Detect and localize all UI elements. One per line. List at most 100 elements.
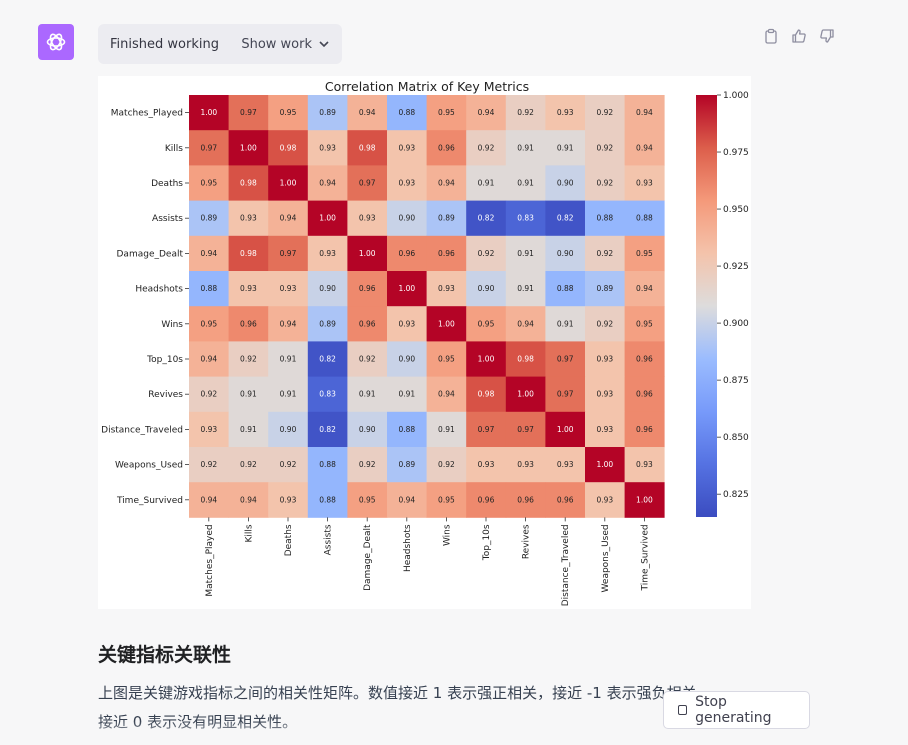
cell-value-label: 0.89 [438,214,455,223]
cell-value-label: 0.88 [398,425,415,434]
cell-value-label: 0.93 [319,249,336,258]
cell-value-label: 0.91 [280,355,297,364]
colorbar-tick-label: 0.875 [723,376,749,386]
tool-status-bar: Finished working Show work [98,24,342,64]
cell-value-label: 0.92 [478,143,495,152]
cell-value-label: 0.94 [359,108,376,117]
cell-value-label: 0.92 [596,143,613,152]
cell-value-label: 0.98 [359,143,376,152]
heatmap-cell [387,411,427,448]
cell-value-label: 0.91 [517,284,534,293]
cell-value-label: 0.93 [359,214,376,223]
like-button[interactable] [790,27,808,45]
heatmap-cell [585,271,625,307]
heatmap-cell [228,376,269,413]
y-tick-label: Matches_Played [111,109,183,119]
cell-value-label: 0.95 [359,495,376,504]
cell-value-label: 0.83 [319,390,336,399]
cell-value-label: 0.88 [636,214,653,223]
cell-value-label: 0.92 [596,249,613,258]
heatmap-cell [505,411,546,448]
heatmap-cell [466,341,507,377]
heatmap-cell [347,130,388,166]
heatmap-cell [228,411,269,448]
heatmap-cell [624,130,665,166]
colorbar-tick-label: 0.975 [723,148,749,158]
x-tick-label: Revives [522,524,532,559]
heatmap-cell [426,447,467,483]
cell-value-label: 0.94 [636,284,653,293]
heatmap-cell [466,411,507,448]
heatmap-cell [624,95,665,131]
heatmap-cell [347,341,388,377]
paragraph-line-1: 上图是关键游戏指标之间的相关性矩阵。数值接近 1 表示强正相关，接近 -1 表示… [98,684,712,702]
cell-value-label: 0.91 [517,249,534,258]
heatmap-cell [426,130,467,166]
cell-value-label: 0.88 [319,460,336,469]
colorbar-tick-label: 0.925 [723,262,749,272]
heatmap-image: Correlation Matrix of Key Metrics 1.00 0.… [98,76,751,609]
cell-value-label: 0.95 [438,355,455,364]
heatmap-cell [228,306,269,342]
cell-value-label: 0.88 [557,284,574,293]
y-tick-label: Top_10s [146,355,183,365]
heatmap-cell [624,482,665,518]
heatmap-cell [387,376,427,413]
heatmap-cell [624,411,665,448]
heatmap-cell [466,130,507,166]
stop-generating-button[interactable]: Stop generating [663,691,810,729]
heatmap-cell [387,95,427,131]
colorbar-tick-label: 1.000 [723,91,749,101]
cell-value-label: 1.00 [517,390,534,399]
cell-value-label: 0.89 [596,284,613,293]
x-tick-label: Distance_Traveled [561,524,571,606]
show-work-button[interactable]: Show work [241,37,330,52]
cell-value-label: 0.91 [240,425,257,434]
correlation-heatmap: Correlation Matrix of Key Metrics 1.00 0.… [101,79,749,606]
dislike-button[interactable] [818,27,836,45]
x-tick-label: Wins [442,524,452,546]
heatmap-cell [387,130,427,166]
heatmap-cell [466,200,507,237]
heatmap-cell [387,271,427,307]
cell-value-label: 0.97 [517,425,534,434]
heatmap-cell [228,447,269,483]
heatmap-cell [189,271,229,307]
cell-value-label: 0.93 [398,179,415,188]
cell-value-label: 0.90 [359,425,376,434]
heatmap-cell [426,376,467,413]
cell-value-label: 0.82 [319,425,336,434]
heatmap-cell [347,482,388,518]
heatmap-cell [505,306,546,342]
cell-value-label: 0.88 [319,495,336,504]
colorbar-tick-label: 0.900 [723,319,749,329]
heatmap-cell [585,165,625,201]
heatmap-cell [545,306,586,342]
openai-logo-icon [46,33,66,51]
cell-value-label: 0.97 [478,425,495,434]
heatmap-cell [189,376,229,413]
heatmap-cell [624,376,665,413]
cell-value-label: 0.94 [636,143,653,152]
colorbar-tick-label: 0.825 [723,490,749,500]
cell-value-label: 1.00 [478,355,495,364]
copy-button[interactable] [762,27,780,45]
heatmap-cell [545,376,586,413]
cell-value-label: 0.93 [596,495,613,504]
heatmap-cell [347,95,388,131]
cell-value-label: 0.92 [240,460,257,469]
heatmap-cell [268,341,309,377]
heatmap-cell [189,165,229,201]
x-tick-label: Deaths [284,524,294,556]
cell-value-label: 0.91 [240,390,257,399]
cell-value-label: 0.96 [438,143,455,152]
cell-value-label: 0.94 [200,249,217,258]
cell-value-label: 0.90 [557,179,574,188]
heatmap-cell [189,306,229,342]
cell-value-label: 0.82 [319,355,336,364]
cell-value-label: 0.91 [557,319,574,328]
cell-value-label: 0.95 [200,319,217,328]
heatmap-cell [307,376,348,413]
heatmap-cell [466,235,507,272]
cell-value-label: 0.98 [280,143,297,152]
